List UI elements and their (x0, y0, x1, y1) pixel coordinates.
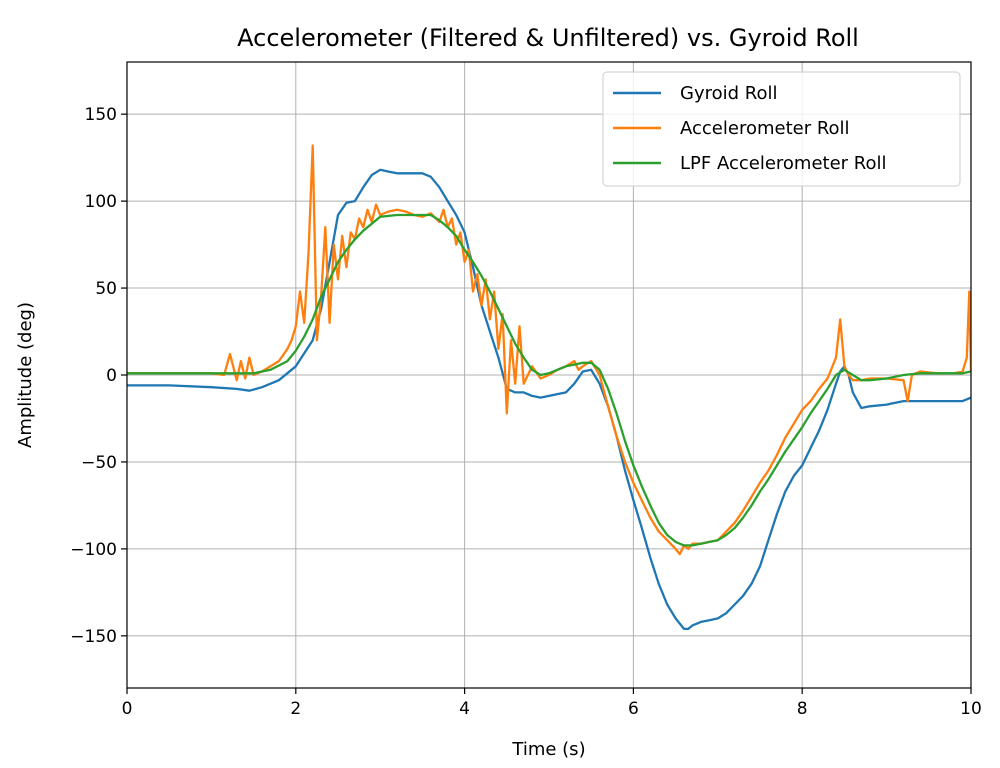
x-tick-label: 0 (122, 699, 133, 719)
legend-label-lpf-accelerometer-roll: LPF Accelerometer Roll (680, 153, 887, 174)
y-tick-label: −100 (70, 540, 117, 560)
x-tick-label: 2 (290, 699, 301, 719)
y-tick-label: −150 (70, 627, 117, 647)
x-tick-label: 4 (459, 699, 470, 719)
series-line-accelerometer-roll (127, 144, 971, 556)
x-axis-ticks: 0 2 4 6 8 10 (122, 688, 982, 719)
x-tick-label: 10 (960, 699, 982, 719)
legend: Gyroid Roll Accelerometer Roll LPF Acceler… (602, 71, 961, 187)
y-axis-ticks: −150 −100 −50 0 50 100 150 (70, 105, 127, 647)
legend-label-gyroid-roll: Gyroid Roll (680, 83, 777, 104)
y-axis-label: Amplitude (deg) (15, 302, 36, 448)
x-axis-label: Time (s) (511, 739, 585, 760)
y-tick-label: −50 (81, 453, 117, 473)
y-tick-label: 150 (85, 105, 117, 125)
x-tick-label: 6 (628, 699, 639, 719)
chart-title: Accelerometer (Filtered & Unfiltered) vs… (237, 24, 859, 52)
x-tick-label: 8 (797, 699, 808, 719)
y-tick-label: 100 (85, 192, 117, 212)
series-lines (127, 144, 971, 631)
y-tick-label: 50 (95, 279, 117, 299)
legend-box (602, 71, 961, 187)
y-tick-label: 0 (106, 366, 117, 386)
legend-label-accelerometer-roll: Accelerometer Roll (680, 118, 850, 139)
series-line-lpf-accelerometer-roll (127, 213, 971, 547)
